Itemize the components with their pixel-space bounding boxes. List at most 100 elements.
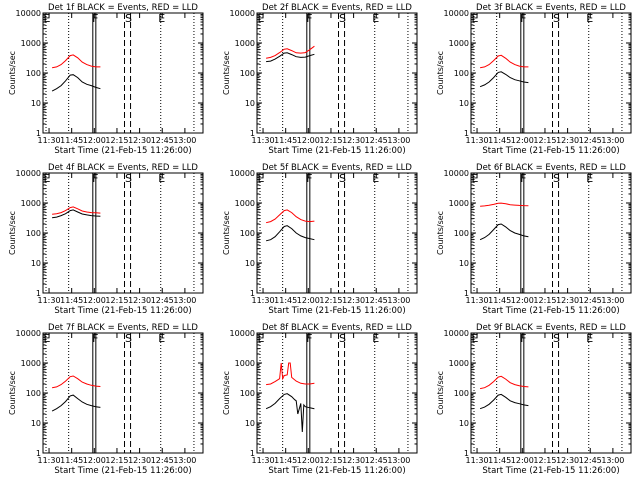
x-tick-label: 12:45	[579, 296, 602, 305]
y-tick-label: 10	[459, 419, 469, 428]
y-axis-label: Counts/sec	[436, 211, 445, 255]
x-tick-label: 12:45	[151, 296, 174, 305]
y-tick-label: 100	[240, 389, 255, 398]
y-tick-label: 100	[454, 229, 469, 238]
y-axis-label: Counts/sec	[8, 371, 17, 415]
y-tick-label: 1000	[21, 359, 41, 368]
series-line-events	[479, 393, 529, 410]
x-tick-label: 12:30	[128, 296, 151, 305]
series-line-events	[51, 74, 101, 92]
x-axis-label: Start Time (21-Feb-15 11:26:00)	[268, 306, 405, 316]
y-axis-label: Counts/sec	[222, 51, 231, 95]
x-tick-label: 12:45	[151, 456, 174, 465]
event-marker: E	[586, 332, 593, 345]
y-tick-label: 1	[464, 449, 469, 458]
event-marker: F	[520, 12, 526, 25]
series-line-lld	[265, 209, 315, 224]
series-line-lld	[52, 206, 101, 215]
x-tick-label: 11:30	[466, 296, 489, 305]
x-tick-label: 12:00	[297, 296, 320, 305]
x-tick-label: 11:45	[488, 296, 511, 305]
panel-title: Det 6f BLACK = Events, RED = LLD	[476, 163, 626, 173]
y-tick-label: 10000	[16, 9, 41, 18]
event-marker: E	[44, 12, 51, 25]
event-marker: F	[520, 172, 526, 185]
x-tick-label: 13:00	[173, 296, 196, 305]
x-tick-label: 12:15	[319, 296, 342, 305]
x-tick-label: 11:45	[60, 296, 83, 305]
x-axis-label: Start Time (21-Feb-15 11:26:00)	[482, 146, 619, 156]
x-tick-label: 13:00	[387, 136, 410, 145]
x-tick-label: 12:15	[105, 136, 128, 145]
series-line-events	[52, 209, 101, 219]
x-tick-label: 13:00	[387, 456, 410, 465]
y-tick-label: 10000	[16, 329, 41, 338]
x-axis-label: Start Time (21-Feb-15 11:26:00)	[54, 146, 191, 156]
event-marker: E	[44, 172, 51, 185]
y-axis-label: Counts/sec	[222, 211, 231, 255]
x-tick-label: 12:00	[83, 136, 106, 145]
panel-title: Det 4f BLACK = Events, RED = LLD	[48, 163, 198, 173]
event-marker: E	[472, 12, 479, 25]
event-marker: S	[339, 172, 346, 185]
series-line-events	[266, 52, 315, 63]
y-tick-label: 10000	[230, 169, 255, 178]
x-tick-label: 12:30	[342, 136, 365, 145]
x-tick-label: 12:00	[511, 136, 534, 145]
series-line-lld	[266, 45, 315, 59]
x-tick-label: 12:15	[533, 296, 556, 305]
x-tick-label: 11:30	[466, 456, 489, 465]
series-line-lld	[480, 375, 529, 390]
y-tick-label: 10	[245, 259, 255, 268]
x-tick-label: 12:45	[365, 296, 388, 305]
x-tick-label: 13:00	[173, 456, 196, 465]
plot-frame	[256, 332, 418, 454]
x-tick-label: 11:30	[38, 456, 61, 465]
event-marker: E	[372, 332, 379, 345]
y-axis-label: Counts/sec	[436, 371, 445, 415]
x-tick-label: 12:15	[533, 456, 556, 465]
event-marker: E	[472, 172, 479, 185]
x-tick-label: 13:00	[601, 296, 624, 305]
series-line-lld	[52, 375, 101, 389]
y-tick-label: 1000	[449, 39, 469, 48]
event-marker: S	[553, 172, 560, 185]
event-marker: S	[125, 172, 132, 185]
y-tick-label: 1	[250, 289, 255, 298]
event-marker: F	[520, 332, 526, 345]
x-tick-label: 12:15	[319, 136, 342, 145]
y-axis-label: Counts/sec	[8, 51, 17, 95]
x-tick-label: 11:45	[488, 136, 511, 145]
x-tick-label: 12:45	[365, 136, 388, 145]
y-tick-label: 10	[245, 99, 255, 108]
series-line-events	[265, 225, 315, 242]
y-tick-label: 100	[240, 229, 255, 238]
x-tick-label: 12:00	[83, 296, 106, 305]
x-tick-label: 12:15	[319, 456, 342, 465]
series-line-events	[479, 223, 529, 241]
y-tick-label: 100	[26, 69, 41, 78]
series-line-events	[51, 394, 101, 412]
y-tick-label: 10000	[444, 9, 469, 18]
y-tick-label: 1000	[235, 39, 255, 48]
x-tick-label: 11:45	[274, 296, 297, 305]
x-tick-label: 13:00	[387, 296, 410, 305]
y-tick-label: 100	[454, 389, 469, 398]
series-line-events	[479, 71, 529, 88]
panel-title: Det 7f BLACK = Events, RED = LLD	[48, 323, 198, 333]
y-tick-label: 1000	[235, 199, 255, 208]
x-tick-label: 11:30	[38, 296, 61, 305]
x-tick-label: 12:30	[342, 296, 365, 305]
y-tick-label: 10	[31, 259, 41, 268]
x-tick-label: 11:30	[252, 456, 275, 465]
x-axis-label: Start Time (21-Feb-15 11:26:00)	[54, 306, 191, 316]
x-tick-label: 12:15	[105, 296, 128, 305]
event-marker: S	[125, 332, 132, 345]
x-tick-label: 13:00	[601, 136, 624, 145]
y-tick-label: 10	[31, 419, 41, 428]
